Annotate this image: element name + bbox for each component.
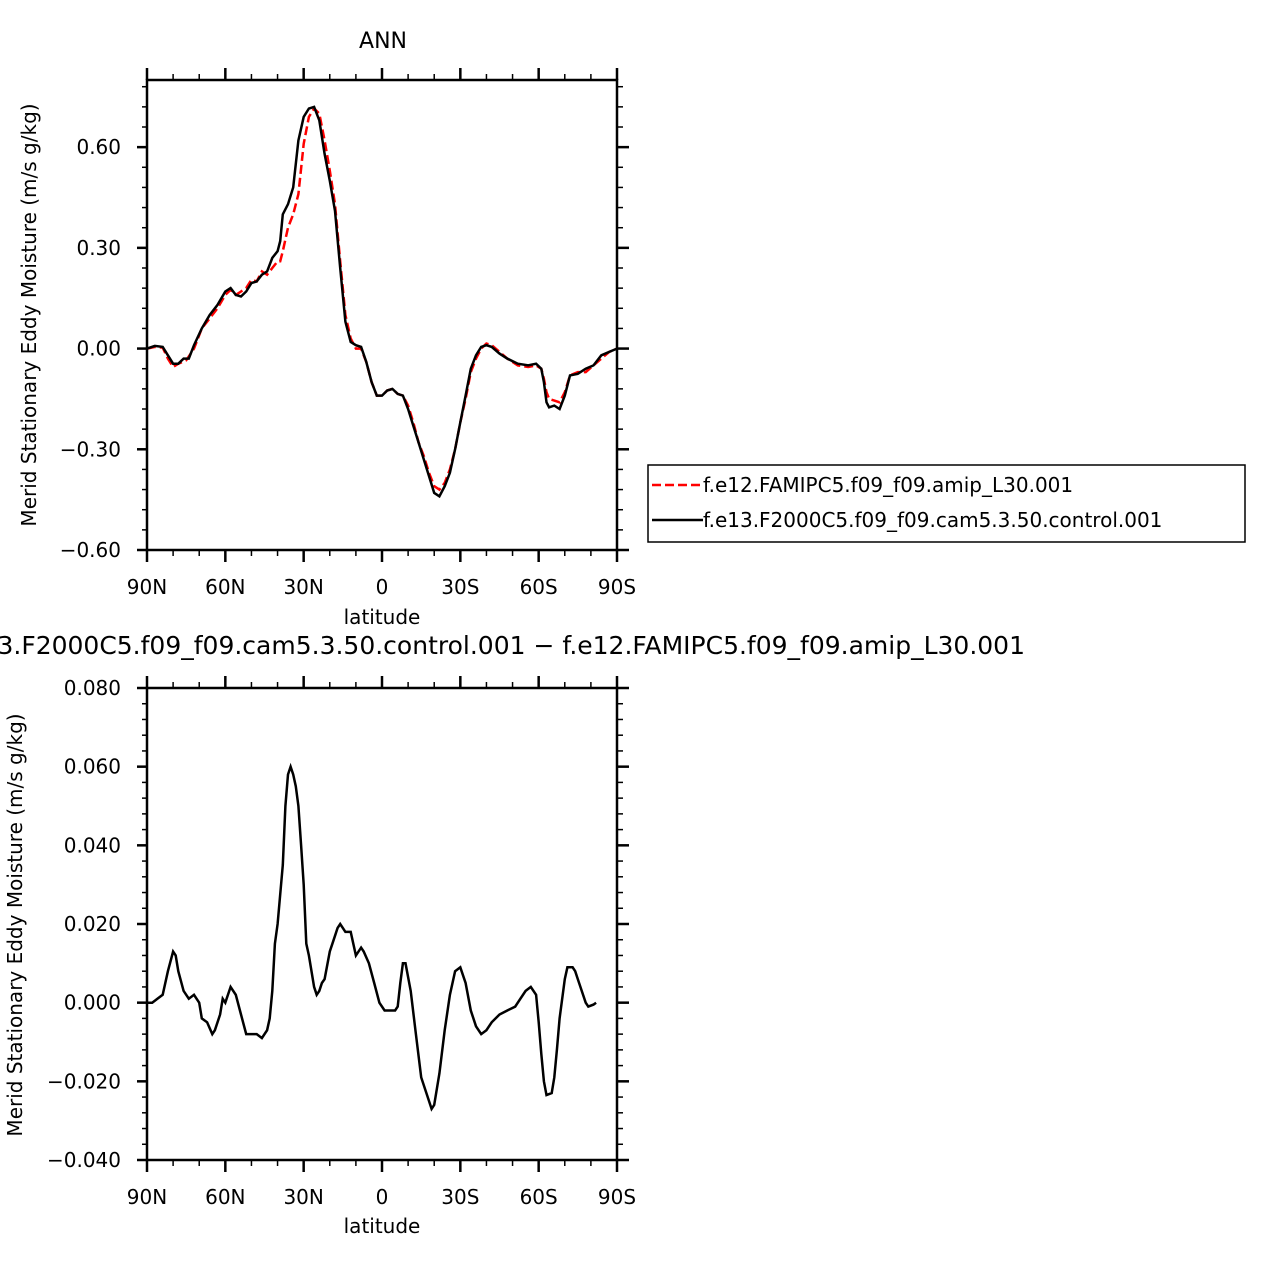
top-x-axis: 90N 60N 30N 0 30S 60S 90S bbox=[127, 68, 636, 599]
series-line-difference bbox=[147, 762, 597, 1112]
bottom-chart-title: f.e13.F2000C5.f09_f09.cam5.3.50.control.… bbox=[0, 631, 1025, 660]
legend-entry-control: f.e13.F2000C5.f09_f09.cam5.3.50.control.… bbox=[703, 508, 1162, 532]
legend-box bbox=[647, 464, 1246, 543]
top-panel: ANN −0.60 −0.30 0.00 0.30 0.60 90N 60N 30N 0 30S… bbox=[17, 29, 1246, 629]
y-tick-label: 0.080 bbox=[64, 676, 121, 700]
x-tick-label: 60S bbox=[520, 575, 558, 599]
y-tick-label: −0.30 bbox=[60, 437, 121, 461]
top-series-group bbox=[146, 105, 618, 499]
y-tick-label: 0.00 bbox=[76, 337, 121, 361]
legend-entry-famip: f.e12.FAMIPC5.f09_f09.amip_L30.001 bbox=[703, 473, 1073, 497]
bottom-y-axis-label: Merid Stationary Eddy Moisture (m/s g/kg… bbox=[3, 713, 27, 1136]
x-tick-label: 0 bbox=[376, 1185, 389, 1209]
top-chart-title: ANN bbox=[359, 29, 407, 54]
x-tick-label: 90N bbox=[127, 575, 167, 599]
y-tick-label: 0.60 bbox=[76, 135, 121, 159]
bottom-x-axis: 90N 60N 30N 0 30S 60S 90S bbox=[127, 676, 636, 1209]
y-tick-label: 0.060 bbox=[64, 755, 121, 779]
x-tick-label: 60N bbox=[205, 575, 245, 599]
y-tick-label: −0.60 bbox=[60, 538, 121, 562]
top-y-axis: −0.60 −0.30 0.00 0.30 0.60 bbox=[60, 85, 629, 562]
x-tick-label: 0 bbox=[376, 575, 389, 599]
x-tick-label: 30N bbox=[283, 575, 323, 599]
y-tick-label: −0.040 bbox=[47, 1148, 121, 1172]
series-line-control bbox=[146, 105, 618, 499]
series-line-famip bbox=[146, 106, 618, 492]
x-tick-label: 90S bbox=[598, 1185, 636, 1209]
y-tick-label: 0.000 bbox=[64, 991, 121, 1015]
top-y-axis-label: Merid Stationary Eddy Moisture (m/s g/kg… bbox=[17, 103, 41, 526]
top-plot-frame bbox=[145, 78, 619, 552]
legend: f.e12.FAMIPC5.f09_f09.amip_L30.001 f.e13… bbox=[647, 464, 1246, 543]
y-tick-label: 0.020 bbox=[64, 912, 121, 936]
x-tick-label: 30S bbox=[441, 1185, 479, 1209]
bottom-series-group bbox=[147, 762, 597, 1112]
bottom-y-axis: −0.040 −0.020 0.000 0.020 0.040 0.060 0.080 bbox=[47, 676, 629, 1172]
x-tick-label: 30S bbox=[441, 575, 479, 599]
y-tick-label: −0.020 bbox=[47, 1069, 121, 1093]
x-tick-label: 60N bbox=[205, 1185, 245, 1209]
y-tick-label: 0.040 bbox=[64, 833, 121, 857]
x-tick-label: 90S bbox=[598, 575, 636, 599]
y-tick-label: 0.30 bbox=[76, 236, 121, 260]
bottom-panel: f.e13.F2000C5.f09_f09.cam5.3.50.control.… bbox=[0, 631, 1025, 1238]
x-tick-label: 90N bbox=[127, 1185, 167, 1209]
x-tick-label: 30N bbox=[283, 1185, 323, 1209]
bottom-x-axis-label: latitude bbox=[344, 1214, 421, 1238]
top-x-axis-label: latitude bbox=[344, 605, 421, 629]
x-tick-label: 60S bbox=[520, 1185, 558, 1209]
